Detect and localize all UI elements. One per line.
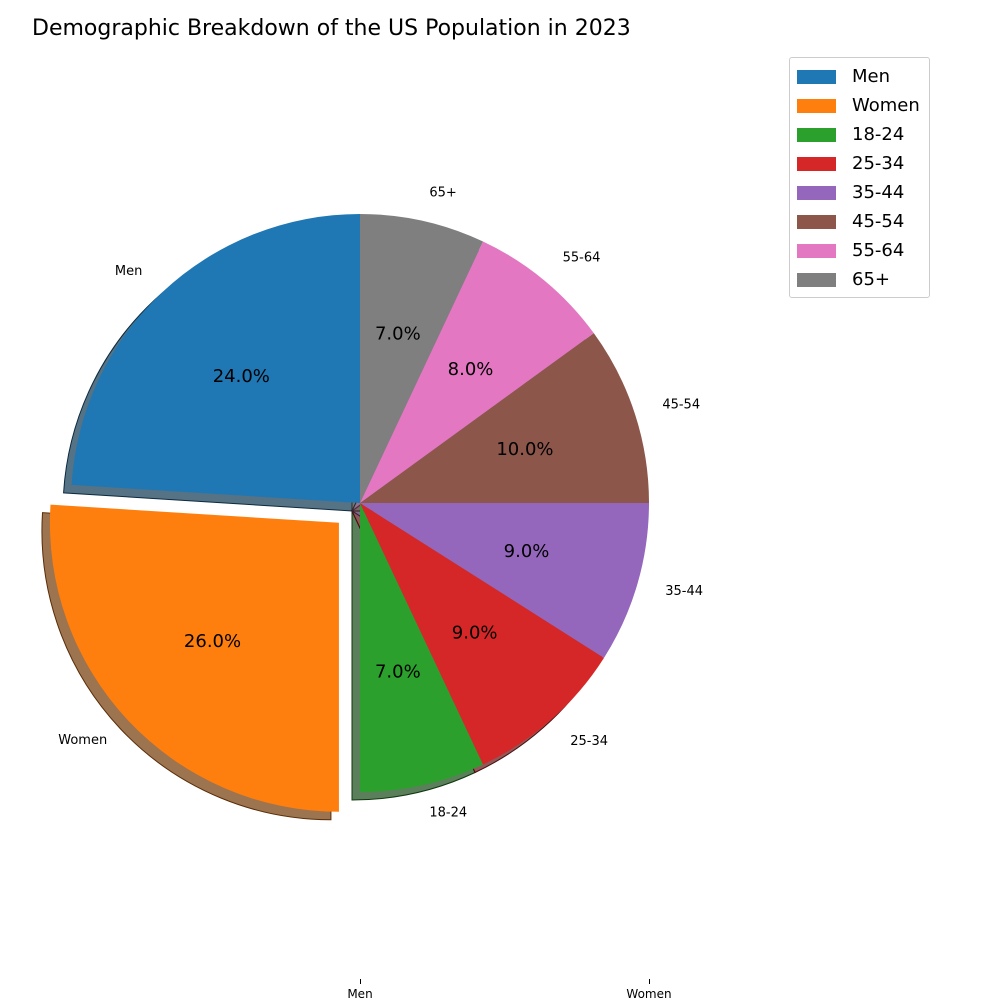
x-tick-mark-women xyxy=(649,979,650,984)
legend-item-65plus: 65+ xyxy=(790,265,929,294)
x-tick-label-men: Men xyxy=(347,987,373,1001)
slice-men xyxy=(71,214,360,503)
legend-swatch-25-34 xyxy=(797,156,836,171)
slice-label-men: Men xyxy=(115,264,142,279)
legend-label-women: Women xyxy=(852,95,920,116)
slice-label-25-34: 25-34 xyxy=(570,734,608,749)
pct-label-25-34: 9.0% xyxy=(452,623,498,644)
x-tick-label-women: Women xyxy=(626,987,672,1001)
legend-item-women: Women xyxy=(790,91,929,120)
pct-label-women: 26.0% xyxy=(184,631,241,652)
legend-label-55-64: 55-64 xyxy=(852,240,905,261)
legend-item-men: Men xyxy=(790,62,929,91)
slice-65plus xyxy=(360,214,484,503)
legend: Men Women 18-24 25-34 35-44 45-54 55-64 65+ xyxy=(789,57,930,298)
chart-title: Demographic Breakdown of the US Populati… xyxy=(32,16,631,41)
legend-swatch-men xyxy=(797,69,836,84)
legend-item-18-24: 18-24 xyxy=(790,120,929,149)
slice-45-54 xyxy=(360,333,649,503)
legend-item-45-54: 45-54 xyxy=(790,207,929,236)
pct-label-18-24: 7.0% xyxy=(375,662,421,683)
slice-label-18-24: 18-24 xyxy=(429,806,467,821)
legend-swatch-18-24 xyxy=(797,127,836,142)
legend-label-25-34: 25-34 xyxy=(852,153,905,174)
legend-label-65plus: 65+ xyxy=(852,269,890,290)
legend-swatch-65plus xyxy=(797,272,836,287)
slice-55-64 xyxy=(360,241,594,503)
slice-35-44 xyxy=(360,503,649,658)
legend-swatch-55-64 xyxy=(797,243,836,258)
legend-swatch-45-54 xyxy=(797,214,836,229)
slice-label-women: Women xyxy=(58,733,107,748)
slice-women xyxy=(49,504,339,812)
legend-swatch-women xyxy=(797,98,836,113)
pct-label-45-54: 10.0% xyxy=(496,439,553,460)
legend-label-45-54: 45-54 xyxy=(852,211,905,232)
slice-label-35-44: 35-44 xyxy=(665,584,703,599)
legend-item-55-64: 55-64 xyxy=(790,236,929,265)
slice-label-65plus: 65+ xyxy=(429,185,456,200)
slice-18-24 xyxy=(360,503,484,792)
slice-label-45-54: 45-54 xyxy=(662,397,700,412)
pct-label-65plus: 7.0% xyxy=(375,323,421,344)
legend-swatch-35-44 xyxy=(797,185,836,200)
legend-label-18-24: 18-24 xyxy=(852,124,905,145)
legend-item-25-34: 25-34 xyxy=(790,149,929,178)
pct-label-men: 24.0% xyxy=(213,366,270,387)
slice-25-34 xyxy=(360,503,605,765)
slice-label-55-64: 55-64 xyxy=(563,251,601,266)
legend-label-men: Men xyxy=(852,66,891,87)
legend-label-35-44: 35-44 xyxy=(852,182,905,203)
x-tick-mark-men xyxy=(360,979,361,984)
legend-item-35-44: 35-44 xyxy=(790,178,929,207)
pct-label-35-44: 9.0% xyxy=(504,541,550,562)
pct-label-55-64: 8.0% xyxy=(448,359,494,380)
